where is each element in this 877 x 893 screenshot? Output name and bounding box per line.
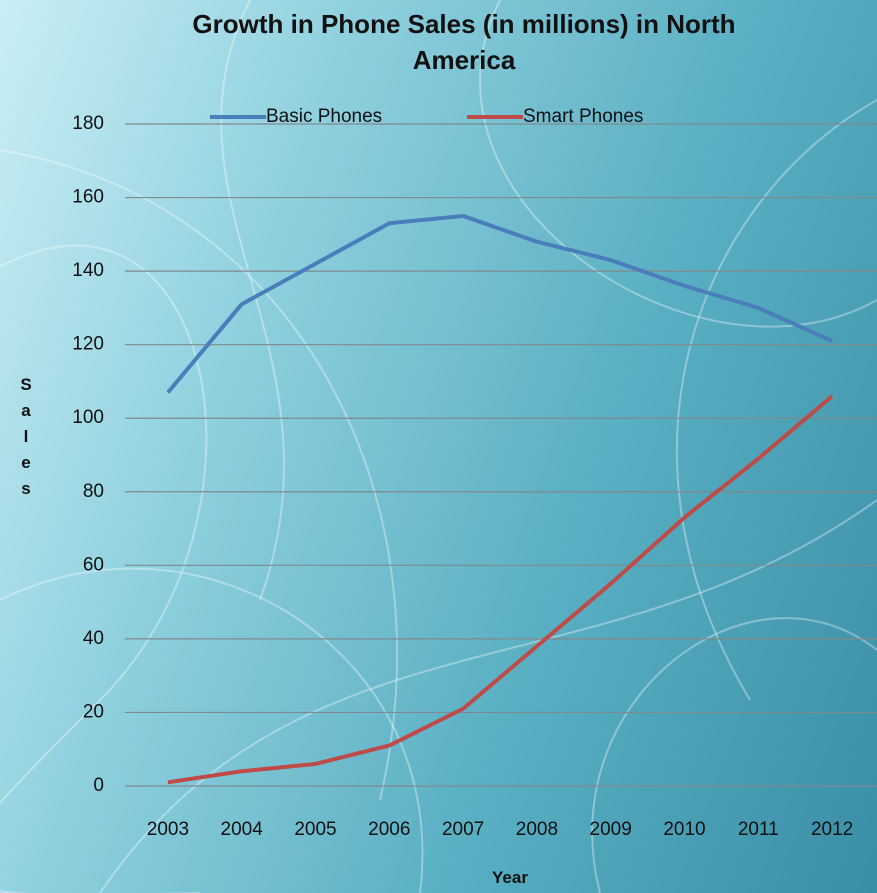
x-axis-label: Year	[492, 868, 528, 887]
y-tick-label: 80	[83, 481, 104, 502]
y-tick-label: 100	[72, 407, 104, 428]
x-tick-label: 2003	[147, 819, 189, 840]
x-tick-label: 2009	[590, 819, 632, 840]
x-tick-label: 2005	[294, 819, 336, 840]
y-tick-label: 140	[72, 260, 104, 281]
y-tick-label: 0	[93, 775, 104, 796]
x-tick-label: 2008	[516, 819, 558, 840]
legend-label: Basic Phones	[266, 106, 382, 127]
x-tick-label: 2006	[368, 819, 410, 840]
x-tick-label: 2011	[738, 819, 779, 840]
series-line	[167, 394, 834, 785]
y-tick-label: 180	[72, 113, 104, 134]
y-tick-label: 60	[83, 554, 104, 575]
y-tick-label: 120	[72, 334, 104, 355]
series-line	[166, 213, 833, 394]
legend-label: Smart Phones	[523, 106, 643, 127]
y-tick-label: 20	[83, 701, 104, 722]
x-tick-label: 2004	[221, 819, 264, 840]
x-tick-label: 2010	[663, 819, 705, 840]
chart-title: Growth in Phone Sales (in millions) in N…	[192, 9, 736, 75]
y-axis-label: Sales	[20, 375, 32, 498]
x-tick-label: 2012	[811, 819, 853, 840]
x-tick-label: 2007	[442, 819, 484, 840]
y-tick-label: 40	[83, 628, 104, 649]
y-tick-label: 160	[72, 187, 104, 208]
